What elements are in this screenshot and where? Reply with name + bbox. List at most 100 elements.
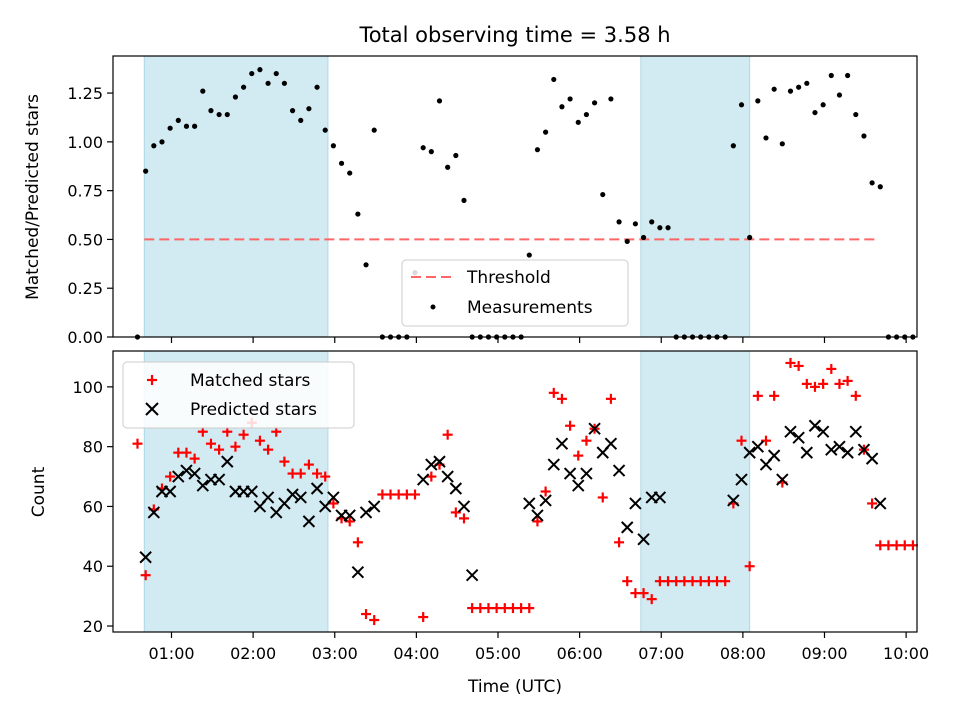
top-y-axis-label: Matched/Predicted stars (23, 94, 43, 300)
matched-star-point (205, 438, 216, 449)
measurement-point (649, 219, 655, 225)
matched-star-point (834, 378, 845, 389)
x-stroke-b (808, 419, 822, 432)
matched-star-point (867, 498, 878, 509)
measurement-point (624, 238, 630, 244)
shaded-interval (640, 55, 751, 338)
predicted-star-point (351, 566, 365, 579)
predicted-star-point (849, 425, 862, 438)
matched-star-point (752, 390, 763, 401)
measurement-point (428, 149, 434, 155)
chart-title: Total observing time = 3.58 h (358, 23, 670, 47)
matched-star-point (214, 444, 225, 455)
measurement-point (877, 184, 883, 190)
matched-star-point (361, 609, 372, 620)
measurement-point (730, 143, 736, 149)
x-stroke-b (547, 458, 560, 471)
x-stroke-b (857, 443, 871, 456)
predicted-star-point (792, 431, 805, 444)
matched-star-point (573, 450, 584, 461)
x-stroke-b (172, 470, 185, 483)
predicted-star-point (523, 497, 536, 510)
measurement-point (208, 108, 214, 114)
x-tick-label: 08:00 (720, 644, 766, 663)
matched-stars-points (132, 357, 918, 626)
top-x-ticks (170, 337, 907, 343)
top-legend: Threshold Measurements (401, 259, 629, 327)
matched-star-point (826, 363, 837, 374)
measurement-point (347, 170, 353, 176)
predicted-star-point (612, 464, 626, 477)
predicted-star-point (580, 467, 593, 480)
x-tick-label: 05:00 (475, 644, 521, 663)
x-tick-label: 04:00 (393, 644, 439, 663)
shaded-interval (640, 350, 751, 633)
shaded-interval (143, 55, 329, 338)
predicted-star-point (180, 464, 193, 477)
y-tick-label: 0.50 (67, 230, 103, 249)
x-stroke-b (604, 437, 618, 450)
x-stroke-b (743, 446, 756, 459)
y-tick-label: 20 (83, 617, 103, 636)
predicted-star-point (449, 482, 463, 495)
y-tick-label: 0.25 (67, 279, 103, 298)
matched-star-point (720, 576, 731, 587)
x-tick-label: 06:00 (557, 644, 603, 663)
bottom-y-axis-label: Count (29, 466, 49, 517)
matched-star-point (279, 456, 290, 467)
x-tick-label: 02:00 (230, 644, 276, 663)
matched-star-point (238, 429, 249, 440)
x-stroke-b (751, 440, 765, 453)
measurement-point (787, 88, 794, 94)
predicted-star-point (221, 455, 234, 468)
legend-matched-swatch (147, 375, 157, 385)
x-stroke-b (302, 515, 316, 528)
measurement-point (738, 102, 745, 108)
measurement-point (526, 252, 532, 258)
x-stroke-b (286, 488, 299, 501)
predicted-star-point (588, 422, 601, 435)
y-tick-label: 40 (83, 557, 103, 576)
predicted-star-point (457, 500, 471, 513)
matched-star-point (352, 537, 363, 548)
x-stroke-b (865, 452, 879, 465)
measurement-point (298, 117, 304, 123)
measurement-point (200, 88, 206, 94)
predicted-star-point (776, 473, 789, 486)
matched-star-point (850, 390, 861, 401)
measurement-point (861, 133, 867, 139)
predicted-star-point (261, 491, 275, 504)
matched-star-point (442, 429, 453, 440)
matched-star-point (638, 588, 649, 599)
matched-star-point (532, 516, 543, 527)
x-stroke-b (465, 568, 479, 582)
x-stroke-b (735, 473, 748, 486)
matched-star-point (189, 453, 200, 464)
matched-star-point (426, 471, 437, 482)
y-tick-label: 100 (72, 378, 103, 397)
measurement-point (559, 104, 565, 110)
measurement-point (640, 234, 647, 241)
measurement-point (289, 108, 296, 114)
measurement-point (551, 76, 557, 83)
x-stroke-b (727, 494, 740, 507)
predicted-star-point (833, 440, 846, 453)
x-stroke-b (457, 500, 471, 513)
matched-star-point (907, 540, 918, 551)
x-stroke-b (196, 479, 209, 492)
matched-star-point (303, 459, 314, 470)
predicted-star-point (139, 551, 152, 564)
measurement-point (167, 125, 173, 131)
measurement-point (771, 86, 777, 92)
bottom-x-ticks: 01:00 02:00 03:00 04:00 05:00 06:00 07:00 08:00… (148, 632, 929, 663)
measurement-point (820, 102, 826, 108)
matched-star-point (548, 387, 559, 398)
measurement-point (306, 106, 312, 112)
measurement-point (273, 70, 279, 77)
predicted-star-point (188, 467, 201, 480)
measurement-point (175, 117, 181, 123)
measurement-point (796, 84, 802, 90)
x-stroke-b (629, 497, 642, 510)
x-stroke-b (792, 431, 805, 444)
matched-star-point (646, 594, 657, 605)
